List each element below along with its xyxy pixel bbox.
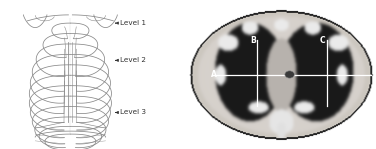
Circle shape <box>285 71 294 78</box>
Text: A: A <box>211 70 217 79</box>
Text: Level 2: Level 2 <box>120 57 146 63</box>
Text: C: C <box>320 36 326 45</box>
Text: Level 1: Level 1 <box>120 20 146 26</box>
Text: B: B <box>251 36 256 45</box>
Text: Level 3: Level 3 <box>120 110 146 115</box>
